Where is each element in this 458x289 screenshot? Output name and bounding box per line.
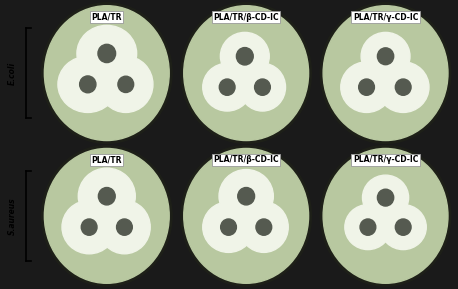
Ellipse shape bbox=[98, 56, 153, 112]
Ellipse shape bbox=[203, 202, 254, 252]
Ellipse shape bbox=[236, 48, 253, 65]
Ellipse shape bbox=[359, 79, 375, 95]
Ellipse shape bbox=[360, 219, 376, 235]
Text: E.coli: E.coli bbox=[8, 62, 17, 85]
Ellipse shape bbox=[377, 62, 429, 112]
Ellipse shape bbox=[98, 188, 115, 205]
Ellipse shape bbox=[238, 188, 255, 205]
Ellipse shape bbox=[181, 146, 311, 286]
Ellipse shape bbox=[44, 6, 169, 140]
Ellipse shape bbox=[240, 63, 285, 111]
Ellipse shape bbox=[42, 3, 172, 143]
Ellipse shape bbox=[78, 168, 135, 224]
Ellipse shape bbox=[81, 219, 97, 235]
Ellipse shape bbox=[321, 146, 451, 286]
Ellipse shape bbox=[362, 175, 409, 220]
Ellipse shape bbox=[377, 189, 394, 206]
Ellipse shape bbox=[98, 44, 115, 63]
Text: PLA/TR/β-CD-IC: PLA/TR/β-CD-IC bbox=[213, 13, 279, 22]
Ellipse shape bbox=[98, 201, 150, 254]
Ellipse shape bbox=[377, 48, 394, 65]
Ellipse shape bbox=[181, 3, 311, 143]
Ellipse shape bbox=[321, 3, 451, 143]
Ellipse shape bbox=[323, 149, 448, 283]
Ellipse shape bbox=[395, 219, 411, 235]
Ellipse shape bbox=[44, 149, 169, 283]
Ellipse shape bbox=[361, 32, 410, 80]
Text: PLA/TR: PLA/TR bbox=[92, 13, 122, 22]
Ellipse shape bbox=[42, 146, 172, 286]
Ellipse shape bbox=[345, 205, 391, 250]
Ellipse shape bbox=[219, 170, 273, 223]
Text: PLA/TR/γ-CD-IC: PLA/TR/γ-CD-IC bbox=[353, 155, 418, 164]
Ellipse shape bbox=[395, 79, 411, 95]
Ellipse shape bbox=[323, 6, 448, 140]
Ellipse shape bbox=[341, 62, 393, 112]
Ellipse shape bbox=[203, 63, 251, 111]
Ellipse shape bbox=[118, 76, 134, 92]
Text: PLA/TR: PLA/TR bbox=[92, 155, 122, 164]
Ellipse shape bbox=[184, 149, 309, 283]
Ellipse shape bbox=[380, 205, 426, 250]
Ellipse shape bbox=[62, 201, 116, 254]
Text: PLA/TR/β-CD-IC: PLA/TR/β-CD-IC bbox=[213, 155, 279, 164]
Ellipse shape bbox=[117, 219, 132, 235]
Ellipse shape bbox=[220, 32, 269, 80]
Text: S.aureus: S.aureus bbox=[8, 197, 17, 235]
Ellipse shape bbox=[256, 219, 272, 235]
Ellipse shape bbox=[255, 79, 270, 95]
Ellipse shape bbox=[58, 56, 118, 112]
Ellipse shape bbox=[240, 202, 288, 252]
Text: PLA/TR/γ-CD-IC: PLA/TR/γ-CD-IC bbox=[353, 13, 418, 22]
Ellipse shape bbox=[221, 219, 236, 235]
Ellipse shape bbox=[184, 6, 309, 140]
Ellipse shape bbox=[77, 25, 136, 81]
Ellipse shape bbox=[219, 79, 235, 95]
Ellipse shape bbox=[80, 76, 96, 93]
